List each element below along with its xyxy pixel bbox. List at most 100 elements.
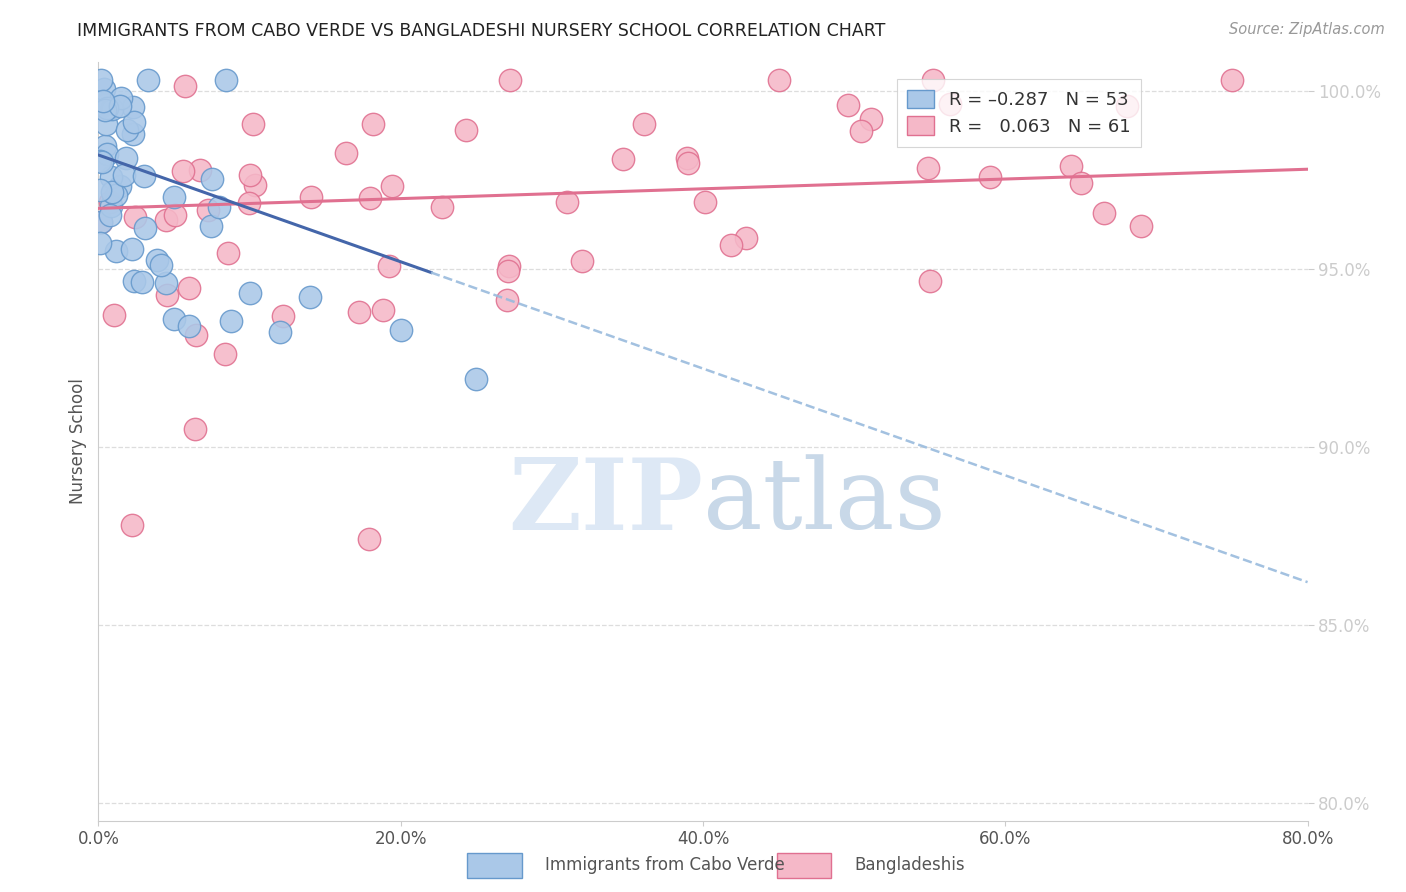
Point — [373, 303, 395, 318]
Point — [136, 73, 159, 87]
Point — [100, 170, 122, 185]
Point — [917, 161, 939, 175]
Point — [101, 102, 124, 116]
Point — [173, 79, 195, 94]
Point — [104, 188, 127, 202]
Point — [89, 235, 111, 250]
Point — [939, 97, 962, 112]
Point — [103, 308, 125, 322]
Point — [201, 171, 224, 186]
Point — [498, 264, 520, 278]
Point — [335, 146, 357, 161]
Point — [612, 152, 634, 166]
Point — [93, 82, 115, 96]
Point — [112, 168, 135, 182]
Point — [499, 73, 522, 87]
FancyBboxPatch shape — [778, 853, 831, 878]
Point — [299, 290, 322, 304]
Point — [633, 117, 655, 131]
Text: IMMIGRANTS FROM CABO VERDE VS BANGLADESHI NURSERY SCHOOL CORRELATION CHART: IMMIGRANTS FROM CABO VERDE VS BANGLADESH… — [77, 22, 886, 40]
Point — [922, 73, 945, 87]
Point — [1092, 206, 1115, 220]
Point — [359, 533, 381, 547]
Point — [849, 124, 872, 138]
Point — [90, 214, 112, 228]
Point — [242, 116, 264, 130]
Y-axis label: Nursery School: Nursery School — [69, 378, 87, 505]
Point — [214, 347, 236, 361]
Point — [101, 185, 124, 199]
Point — [347, 305, 370, 319]
Point — [557, 195, 579, 210]
Point — [163, 312, 186, 326]
Legend: R = –0.287   N = 53, R =   0.063   N = 61: R = –0.287 N = 53, R = 0.063 N = 61 — [897, 79, 1142, 146]
Point — [768, 73, 790, 87]
Point — [456, 123, 478, 137]
Point — [155, 212, 177, 227]
Point — [239, 168, 262, 182]
Point — [91, 94, 114, 108]
Point — [89, 215, 111, 229]
Point — [122, 127, 145, 141]
Point — [571, 254, 593, 268]
Point — [860, 112, 883, 126]
Point — [1060, 159, 1083, 173]
Point — [197, 203, 219, 218]
Point — [360, 191, 382, 205]
Point — [495, 293, 517, 307]
Point — [217, 246, 239, 260]
Point — [156, 288, 179, 302]
Point — [98, 195, 121, 210]
Point — [465, 371, 488, 385]
Point — [132, 169, 155, 183]
Point — [100, 199, 122, 213]
Point — [208, 200, 231, 214]
Point — [122, 274, 145, 288]
Point — [381, 178, 404, 193]
Point — [91, 155, 114, 169]
Point — [676, 156, 699, 170]
Point — [121, 518, 143, 533]
Point — [735, 231, 758, 245]
Point — [94, 117, 117, 131]
Point — [124, 210, 146, 224]
Point — [238, 196, 260, 211]
Point — [90, 73, 112, 87]
Point — [149, 259, 172, 273]
Point — [122, 115, 145, 129]
Point — [184, 327, 207, 342]
Point — [389, 323, 412, 337]
Point — [145, 253, 167, 268]
Point — [179, 318, 201, 333]
Point — [114, 152, 136, 166]
Point — [94, 139, 117, 153]
Text: Source: ZipAtlas.com: Source: ZipAtlas.com — [1229, 22, 1385, 37]
Point — [89, 184, 111, 198]
Point — [299, 190, 322, 204]
Point — [122, 100, 145, 114]
Point — [131, 275, 153, 289]
Point — [1116, 99, 1139, 113]
Point — [1070, 176, 1092, 190]
Point — [94, 96, 117, 111]
Point — [430, 200, 453, 214]
Text: ZIP: ZIP — [508, 454, 703, 550]
Point — [163, 208, 186, 222]
Point — [179, 281, 201, 295]
Point — [979, 170, 1001, 185]
Text: Immigrants from Cabo Verde: Immigrants from Cabo Verde — [546, 856, 785, 874]
Point — [200, 219, 222, 233]
Point — [115, 122, 138, 136]
Point — [96, 102, 118, 116]
Point — [108, 178, 131, 193]
Point — [219, 313, 242, 327]
Point — [163, 190, 186, 204]
Point — [361, 117, 384, 131]
Point — [121, 243, 143, 257]
Point — [89, 154, 111, 169]
Point — [676, 151, 699, 165]
Point — [94, 97, 117, 112]
Point — [155, 276, 177, 290]
Point — [498, 259, 520, 273]
Point — [239, 286, 262, 301]
